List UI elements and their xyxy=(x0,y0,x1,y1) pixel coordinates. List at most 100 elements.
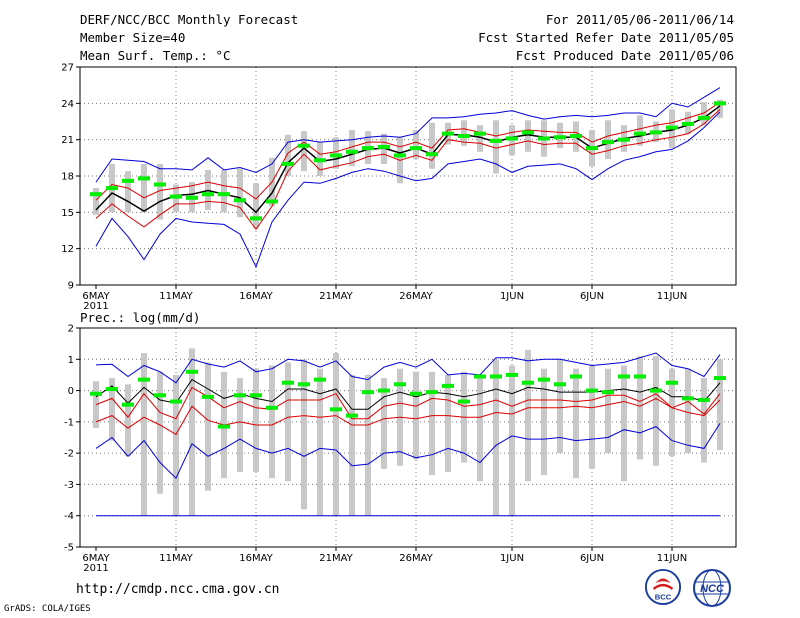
panel2-max-line xyxy=(95,352,721,384)
panel2-control-marker xyxy=(650,388,662,393)
panel2-control-marker xyxy=(346,413,358,418)
chart-title: DERF/NCC/BCC Monthly Forecast xyxy=(80,12,299,27)
panel1-range-box xyxy=(525,120,531,152)
panel1-range-box xyxy=(717,99,723,118)
panel1-control-marker xyxy=(346,149,358,154)
panel1-range-box xyxy=(637,115,643,146)
panel1-control-marker xyxy=(362,146,374,151)
bcc-logo: BCC xyxy=(644,568,682,606)
panel2-range-box xyxy=(125,384,131,457)
panel1-xtick-label: 11JUN xyxy=(657,291,687,302)
panel2-control-marker xyxy=(154,393,166,398)
panel2-range-box xyxy=(237,378,243,472)
panel2-mean-line xyxy=(95,378,721,410)
panel2-control-marker xyxy=(202,394,214,399)
panel2-range-box xyxy=(493,359,499,516)
panel1-control-marker xyxy=(234,198,246,203)
panel1-ytick-label: 18 xyxy=(61,172,74,183)
panel2-range-box xyxy=(621,365,627,482)
panel1-range-box xyxy=(429,122,435,169)
panel1-control-marker xyxy=(698,115,710,120)
panel2-range-box xyxy=(605,368,611,454)
panel2-xtick-label: 6JUN xyxy=(580,553,604,564)
panel1-range-box xyxy=(349,129,355,167)
panel1-range-box xyxy=(125,171,131,213)
panel1-control-marker xyxy=(282,161,294,166)
panel2-control-marker xyxy=(250,393,262,398)
panel2-range-box xyxy=(381,378,387,469)
panel1-control-marker xyxy=(426,152,438,157)
panel2-range-box xyxy=(541,368,547,476)
panel2-range-box xyxy=(573,368,579,479)
panel2-range-box xyxy=(669,368,675,457)
panel2-range-box xyxy=(589,365,595,469)
panel1-control-marker xyxy=(170,194,182,199)
panel1-control-marker xyxy=(650,130,662,135)
panel2-range-box xyxy=(509,365,515,516)
panel2-xtick-label: 26MAY xyxy=(399,553,433,564)
panel1-control-marker xyxy=(522,130,534,135)
panel1-upper-line xyxy=(95,101,721,201)
panel2-range-box xyxy=(157,371,163,494)
panel2-xtick-label: 1JUN xyxy=(500,553,524,564)
panel1-xtick-label: 6JUN xyxy=(580,291,604,302)
panel2-range-box xyxy=(269,365,275,479)
panel2-xtick-label: 21MAY xyxy=(319,553,353,564)
panel2-frame xyxy=(79,327,737,548)
panel2-control-marker xyxy=(362,390,374,395)
panel1-control-marker xyxy=(154,182,166,187)
panel1-control-marker xyxy=(634,131,646,136)
panel1-control-marker xyxy=(218,192,230,197)
panel2-control-marker xyxy=(698,397,710,402)
panel1-range-box xyxy=(93,188,99,215)
panel1-control-marker xyxy=(394,153,406,158)
panel1-control-marker xyxy=(442,131,454,136)
panel1-control-marker xyxy=(538,136,550,141)
panel2-range-box xyxy=(317,368,323,516)
panel1-control-marker xyxy=(90,192,102,197)
panel1-range-box xyxy=(605,120,611,160)
panel2-control-marker xyxy=(570,374,582,379)
panel2-range-box xyxy=(173,374,179,516)
panel1-range-box xyxy=(221,169,227,213)
panel2-control-marker xyxy=(602,390,614,395)
panel2-control-marker xyxy=(378,388,390,393)
panel1-control-marker xyxy=(682,121,694,126)
panel2-lower-line xyxy=(95,397,721,436)
panel1-lower-line xyxy=(95,109,721,231)
panel1-control-marker xyxy=(202,192,214,197)
forecast-period: For 2011/05/06-2011/06/14 xyxy=(545,12,734,27)
variable-label: Mean Surf. Temp.: °C xyxy=(80,48,231,63)
panel2-range-box xyxy=(637,356,643,460)
panel2-range-box xyxy=(413,371,419,460)
panel1-control-marker xyxy=(330,153,342,158)
panel2-range-box xyxy=(253,368,259,472)
panel2-range-box xyxy=(717,359,723,451)
panel1-control-marker xyxy=(410,146,422,151)
panel1-xtick-label: 6MAY xyxy=(82,291,110,302)
panel2-control-marker xyxy=(282,380,294,385)
source-url[interactable]: http://cmdp.ncc.cma.gov.cn xyxy=(76,582,280,597)
panel2-control-marker xyxy=(538,377,550,382)
panel1-control-marker xyxy=(458,134,470,139)
panel2-control-marker xyxy=(490,374,502,379)
panel1-xtick-label: 11MAY xyxy=(159,291,193,302)
panel1-ytick-label: 24 xyxy=(61,99,74,110)
panel2-control-marker xyxy=(554,382,566,387)
panel2-range-box xyxy=(301,359,307,510)
panel2-ytick-label: -2 xyxy=(64,449,74,460)
panel2-control-marker xyxy=(122,402,134,407)
panel2-range-box xyxy=(109,378,115,441)
panel1-range-box xyxy=(301,131,307,172)
panel1-xtick-label: 1JUN xyxy=(500,291,524,302)
panel2-control-marker xyxy=(170,399,182,404)
panel2-xtick-label: 11MAY xyxy=(159,553,193,564)
panel2-min-line xyxy=(95,423,721,480)
panel1-control-marker xyxy=(490,138,502,143)
panel2-control-marker xyxy=(106,387,118,392)
panel1-control-marker xyxy=(666,125,678,130)
panel1-range-box xyxy=(285,134,291,176)
panel1-mean-line xyxy=(95,105,721,214)
panel1-control-marker xyxy=(714,101,726,106)
panel2-range-box xyxy=(285,362,291,482)
